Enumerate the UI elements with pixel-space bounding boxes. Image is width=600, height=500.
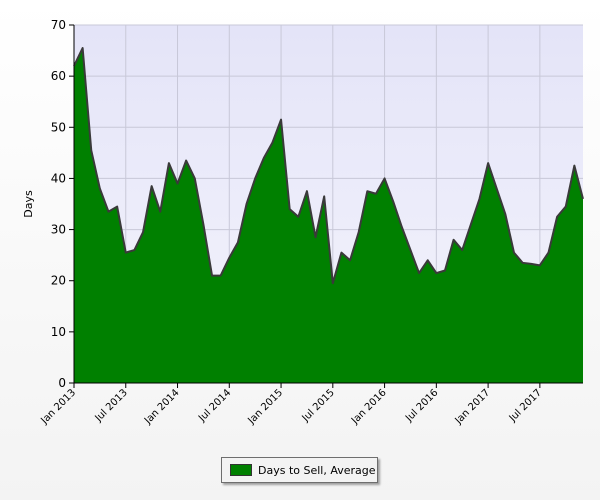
legend-swatch [230,464,252,476]
y-tick-label: 30 [51,223,66,237]
series-area [73,47,584,383]
x-tick-label: Jan 2013 [38,387,78,427]
y-tick-label: 40 [51,171,66,185]
x-tick-label: Jan 2015 [246,387,286,427]
x-tick-label: Jul 2015 [300,387,337,424]
y-tick-label: 10 [51,325,66,339]
x-tick-label: Jul 2016 [403,387,440,424]
x-tick-label: Jul 2017 [507,387,544,424]
series-line [73,47,584,285]
axes [73,25,583,384]
x-axis-ticks: Jan 2013 Jul 2013 Jan 2014 Jul 2014 Jan 2015… [38,383,544,427]
legend-label: Days to Sell, Average [258,463,376,477]
y-tick-label: 70 [51,18,66,32]
y-tick-label: 60 [51,69,66,83]
y-axis-title: Days [22,190,35,218]
x-tick-label: Jan 2017 [453,387,493,427]
x-tick-label: Jul 2013 [93,387,130,424]
area-fill [74,48,583,383]
x-tick-label: Jul 2014 [196,387,233,424]
x-tick-label: Jan 2016 [349,387,389,427]
y-tick-label: 20 [51,274,66,288]
y-tick-label: 0 [58,376,66,390]
y-axis-ticks: 0 10 20 30 40 50 60 70 [51,18,74,390]
y-tick-label: 50 [51,120,66,134]
legend: Days to Sell, Average [221,457,378,483]
x-tick-label: Jan 2014 [142,387,182,427]
